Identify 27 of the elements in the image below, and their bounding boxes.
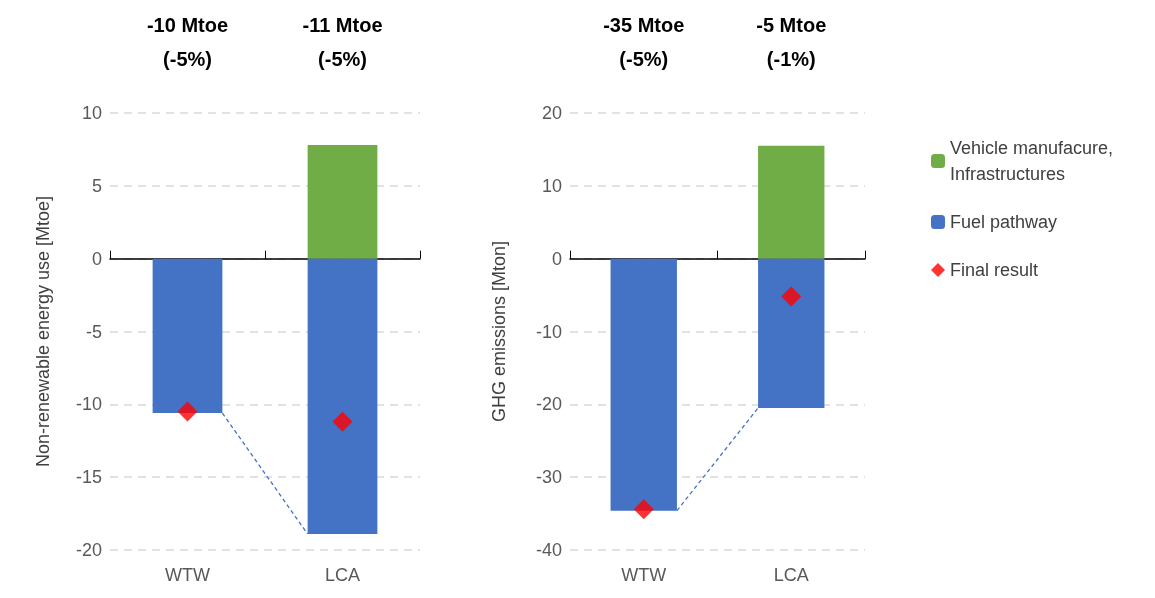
- legend-label: Fuel pathway: [950, 212, 1058, 232]
- x-tick-label: LCA: [324, 565, 361, 585]
- x-tick-label: WTW: [165, 565, 210, 585]
- y-tick-label: 0: [551, 248, 562, 269]
- x-tick-label: WTW: [621, 565, 667, 585]
- y-tick-label: 5: [91, 175, 102, 196]
- text: -35 Mtoe (-5%): [603, 14, 685, 70]
- y-tick-label: 20: [541, 103, 562, 123]
- y-tick-label: -20: [75, 540, 102, 560]
- y-axis-title: GHG emissions [Mton]: [489, 240, 509, 423]
- text: -5 Mtoe (-1%): [756, 14, 827, 70]
- y-tick-label: -5: [85, 321, 102, 342]
- y-tick-label: 10: [81, 103, 102, 123]
- y-tick-label: -20: [535, 394, 562, 415]
- legend-label: Vehicle manufacure, Infrastructures: [950, 138, 1119, 184]
- y-axis-title: Non-renewable energy use [Mtoe]: [33, 195, 53, 468]
- y-tick-label: 0: [91, 248, 102, 269]
- y-tick-label: 10: [541, 175, 562, 196]
- y-tick-label: -10: [75, 394, 102, 415]
- legend-label: Final result: [950, 260, 1039, 280]
- y-tick-label: -10: [535, 321, 562, 342]
- y-tick-label: -40: [535, 540, 562, 560]
- y-tick-label: -15: [75, 467, 102, 488]
- x-tick-label: LCA: [773, 565, 809, 585]
- y-tick-label: -30: [535, 467, 562, 488]
- text: -10 Mtoe (-5%): [146, 14, 229, 70]
- text: -11 Mtoe (-5%): [302, 14, 383, 70]
